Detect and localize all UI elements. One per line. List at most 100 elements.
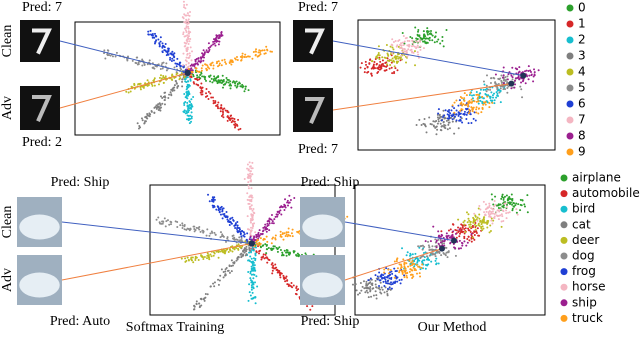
point (225, 274, 227, 276)
point (237, 59, 239, 61)
point (169, 221, 171, 223)
point (212, 43, 214, 45)
point (463, 97, 465, 99)
point (496, 88, 498, 90)
point (443, 45, 445, 47)
point (213, 255, 215, 257)
point (293, 284, 295, 286)
point (500, 101, 502, 103)
point (503, 203, 505, 205)
point (246, 249, 248, 251)
point (290, 285, 292, 287)
point (382, 289, 384, 291)
point (402, 48, 404, 50)
point (204, 256, 206, 258)
point (226, 267, 228, 269)
point (278, 246, 280, 248)
point (247, 228, 249, 230)
point (528, 78, 530, 80)
point (210, 96, 212, 98)
point (173, 89, 175, 91)
point (368, 63, 370, 65)
point (469, 94, 471, 96)
plot-frame (358, 20, 555, 150)
point (402, 271, 404, 273)
point (498, 207, 500, 209)
point (208, 257, 210, 259)
point (493, 217, 495, 219)
point (508, 196, 510, 198)
point (269, 50, 271, 52)
point (412, 45, 414, 47)
pred-label: Pred: 2 (22, 135, 62, 150)
point (365, 285, 367, 287)
point (250, 246, 252, 248)
point (252, 292, 254, 294)
point (140, 88, 142, 90)
embedding-point (185, 70, 191, 76)
point (357, 294, 359, 296)
point (435, 133, 437, 135)
point (204, 51, 206, 53)
point (405, 37, 407, 39)
point (362, 286, 364, 288)
point (383, 272, 385, 274)
point (280, 272, 282, 274)
point (213, 64, 215, 66)
point (526, 70, 528, 72)
point (296, 231, 298, 233)
point (203, 53, 205, 55)
point (187, 84, 189, 86)
point (367, 66, 369, 68)
point (188, 62, 190, 64)
point (493, 208, 495, 210)
point (189, 31, 191, 33)
point (222, 108, 224, 110)
point (304, 252, 306, 254)
point (492, 210, 494, 212)
point (255, 48, 257, 50)
point (394, 65, 396, 67)
point (275, 238, 277, 240)
point (519, 209, 521, 211)
point (500, 80, 502, 82)
point (396, 257, 398, 259)
point (417, 266, 419, 268)
point (443, 114, 445, 116)
point (405, 62, 407, 64)
point (445, 247, 447, 249)
point (189, 101, 191, 103)
point (202, 56, 204, 58)
point (379, 279, 381, 281)
point (279, 209, 281, 211)
point (259, 244, 261, 246)
point (230, 114, 232, 116)
point (160, 74, 162, 76)
point (386, 63, 388, 65)
point (501, 215, 503, 217)
point (249, 238, 251, 240)
point (219, 211, 221, 213)
point (401, 58, 403, 60)
point (406, 277, 408, 279)
point (483, 89, 485, 91)
point (471, 241, 473, 243)
point (288, 228, 290, 230)
point (201, 75, 203, 77)
point (477, 235, 479, 237)
point (247, 203, 249, 205)
point (452, 121, 454, 123)
point (209, 200, 211, 202)
point (474, 214, 476, 216)
point (257, 56, 259, 58)
point (360, 282, 362, 284)
point (396, 44, 398, 46)
point (482, 104, 484, 106)
point (169, 57, 171, 59)
point (272, 270, 274, 272)
point (243, 56, 245, 58)
point (248, 89, 250, 91)
point (152, 67, 154, 69)
point (400, 267, 402, 269)
point (252, 223, 254, 225)
